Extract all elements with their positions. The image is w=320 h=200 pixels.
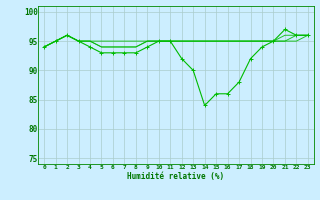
X-axis label: Humidité relative (%): Humidité relative (%) bbox=[127, 172, 225, 181]
